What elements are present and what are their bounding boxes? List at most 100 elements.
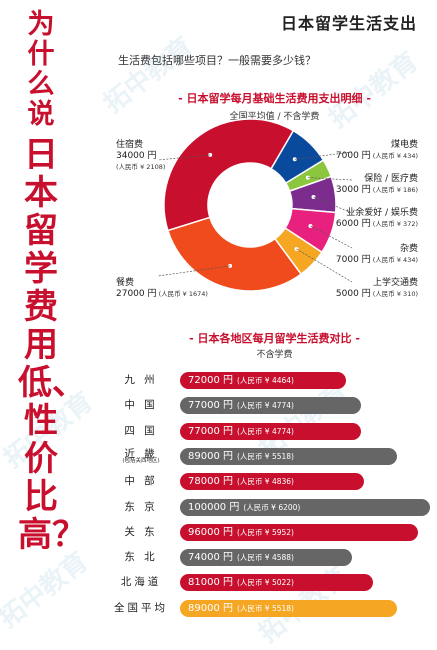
bar-row: 全国平均 89000 円 (人民币 ¥ 5518) (112, 599, 432, 617)
donut-label-category: 住宿费 (116, 140, 144, 150)
bar-row: 九 州 72000 円 (人民币 ¥ 4464) (112, 372, 432, 389)
donut-label-rmb: (人民币 ¥ 434) (370, 152, 418, 160)
bar-3: 89000 円 (人民币 ¥ 5518) (180, 447, 397, 465)
question-text: 生活费包括哪些项目？一般需要多少钱？ (118, 54, 316, 67)
bar-region-name: 九 州 (124, 374, 158, 386)
donut-label-rmb: (人民币 ¥ 186) (370, 186, 418, 194)
donut-label-value: 5000 円 (335, 289, 371, 299)
bar-section-subtitle: 不含学费 (256, 350, 293, 360)
bar-value-label: 78000 円 (188, 476, 233, 488)
bar-region-name: 北海道 (120, 576, 162, 589)
bar-0: 72000 円 (人民币 ¥ 4464) (180, 372, 346, 389)
bar-row: 近 畿 (包括关西地区) 89000 円 (人民币 ¥ 5518) (112, 447, 432, 465)
donut-label-rmb: (人民币 ¥ 434) (370, 256, 418, 264)
side-title-line1: 为什么说 (27, 9, 55, 130)
bar-row: 东 北 74000 円 (人民币 ¥ 4588) (112, 549, 432, 567)
donut-slice-6 (166, 216, 303, 292)
donut-label-4: 杂费 7000 円 (人民币 ¥ 434) (336, 244, 418, 266)
donut-leader-line-5 (296, 248, 353, 283)
donut-leader-line-2 (307, 177, 353, 181)
donut-label-value: 27000 円 (116, 289, 157, 299)
bar-value-label: 100000 円 (188, 501, 240, 513)
donut-leader-line-1 (294, 151, 353, 160)
bar-row: 北海道 81000 円 (人民币 ¥ 5022) (112, 574, 432, 592)
bar-region-name: 中 部 (124, 475, 158, 488)
bar-value-label: 77000 円 (188, 400, 233, 412)
bar-rmb-label: (人民币 ¥ 5952) (237, 527, 294, 537)
bar-rmb-label: (人民币 ¥ 5518) (237, 603, 294, 613)
donut-label-rmb: (人民币 ¥ 372) (370, 220, 418, 228)
bar-row: 中 部 78000 円 (人民币 ¥ 4836) (112, 473, 432, 491)
donut-label-rmb: (人民币 ¥ 310) (370, 290, 418, 298)
bar-region-label: 东 京 (112, 499, 170, 516)
bar-region-name: 中 国 (124, 399, 158, 412)
bar-rmb-label: (人民币 ¥ 4836) (237, 477, 294, 487)
bar-region-name: 四 国 (124, 424, 158, 437)
bar-row: 四 国 77000 円 (人民币 ¥ 4774) (112, 422, 432, 440)
bar-4: 78000 円 (人民币 ¥ 4836) (180, 473, 364, 491)
bar-7: 74000 円 (人民币 ¥ 4588) (180, 549, 352, 567)
donut-label-category: 上学交通费 (372, 278, 418, 288)
bar-row: 关 东 96000 円 (人民币 ¥ 5952) (112, 523, 432, 541)
donut-slice-0 (163, 118, 295, 232)
donut-chart (157, 118, 353, 292)
pie-section-title: - 日本留学每月基础生活费用支出明细 - (178, 92, 371, 105)
bar-value-label: 77000 円 (188, 425, 233, 437)
donut-label-value: 7000 円 (335, 151, 371, 161)
bar-row: 东 京 100000 円 (人民币 ¥ 6200) (112, 498, 432, 516)
donut-label-0: 住宿费 34000 円 (人民币 ¥ 2108) (116, 140, 165, 173)
bar-8: 81000 円 (人民币 ¥ 5022) (180, 574, 373, 592)
bar-rmb-label: (人民币 ¥ 5022) (237, 578, 294, 588)
bar-rmb-label: (人民币 ¥ 4588) (237, 553, 294, 563)
bar-region-note: (包括关西地区) (122, 457, 160, 464)
donut-label-category: 餐费 (116, 278, 135, 288)
bar-region-label: 全国平均 (112, 600, 170, 617)
page-title: 日本留学生活支出 (280, 14, 417, 33)
bar-region-label: 东 北 (112, 549, 170, 566)
donut-label-1: 煤电费 7000 円 (人民币 ¥ 434) (336, 140, 418, 162)
bar-rmb-label: (人民币 ¥ 4774) (237, 401, 294, 411)
bar-6: 96000 円 (人民币 ¥ 5952) (180, 523, 418, 541)
donut-label-category: 杂费 (399, 244, 418, 254)
donut-label-rmb: (人民币 ¥ 1674) (156, 290, 208, 298)
bar-rmb-label: (人民币 ¥ 6200) (243, 502, 301, 512)
bar-region-name: 关 东 (124, 525, 158, 538)
donut-leader-line-0 (157, 154, 211, 161)
bar-region-label: 四 国 (112, 423, 170, 440)
bar-section-title: - 日本各地区每月留学生活费对比 - (189, 332, 360, 345)
bar-region-label: 北海道 (112, 574, 170, 591)
bar-row: 中 国 77000 円 (人民币 ¥ 4774) (112, 397, 432, 415)
bar-region-label: 中 国 (112, 397, 170, 414)
donut-label-value: 7000 円 (335, 255, 371, 265)
donut-label-value: 34000 円 (116, 151, 157, 161)
bar-1: 77000 円 (人民币 ¥ 4774) (180, 397, 361, 415)
donut-label-3: 业余爱好 / 娱乐费 6000 円 (人民币 ¥ 372) (336, 208, 418, 230)
bar-region-label: 中 部 (112, 473, 170, 490)
donut-label-value: 6000 円 (335, 219, 371, 229)
bar-2: 77000 円 (人民币 ¥ 4774) (180, 422, 361, 440)
bar-region-label: 近 畿 (包括关西地区) (112, 448, 170, 464)
bar-region-name: 东 北 (124, 551, 158, 564)
pie-section-subtitle: 全国平均值 / 不含学费 (229, 112, 320, 122)
donut-label-6: 餐费 27000 円 (人民币 ¥ 1674) (116, 278, 208, 300)
bar-value-label: 89000 円 (188, 450, 233, 462)
donut-label-category: 煤电费 (390, 140, 418, 150)
bar-value-label: 96000 円 (188, 526, 233, 538)
bar-region-name: 全国平均 (114, 601, 168, 614)
bar-rmb-label: (人民币 ¥ 4774) (237, 426, 294, 436)
donut-label-5: 上学交通费 5000 円 (人民币 ¥ 310) (336, 278, 418, 300)
donut-label-value: 3000 円 (335, 185, 371, 195)
bar-value-label: 74000 円 (188, 552, 233, 564)
bar-region-label: 九 州 (112, 372, 170, 389)
donut-label-category: 保险 / 医疗费 (364, 174, 418, 184)
bar-value-label: 89000 円 (188, 602, 233, 614)
bar-rmb-label: (人民币 ¥ 5518) (237, 451, 294, 461)
bar-rmb-label: (人民币 ¥ 4464) (237, 376, 294, 385)
bar-9: 89000 円 (人民币 ¥ 5518) (180, 599, 397, 617)
donut-leader-line-4 (310, 225, 353, 249)
donut-label-2: 保险 / 医疗费 3000 円 (人民币 ¥ 186) (336, 174, 418, 196)
bar-region-name: 近 畿 (124, 447, 158, 460)
donut-label-rmb: (人民币 ¥ 2108) (116, 163, 166, 171)
bar-region-name: 东 京 (124, 500, 158, 513)
bar-region-label: 关 东 (112, 524, 170, 541)
